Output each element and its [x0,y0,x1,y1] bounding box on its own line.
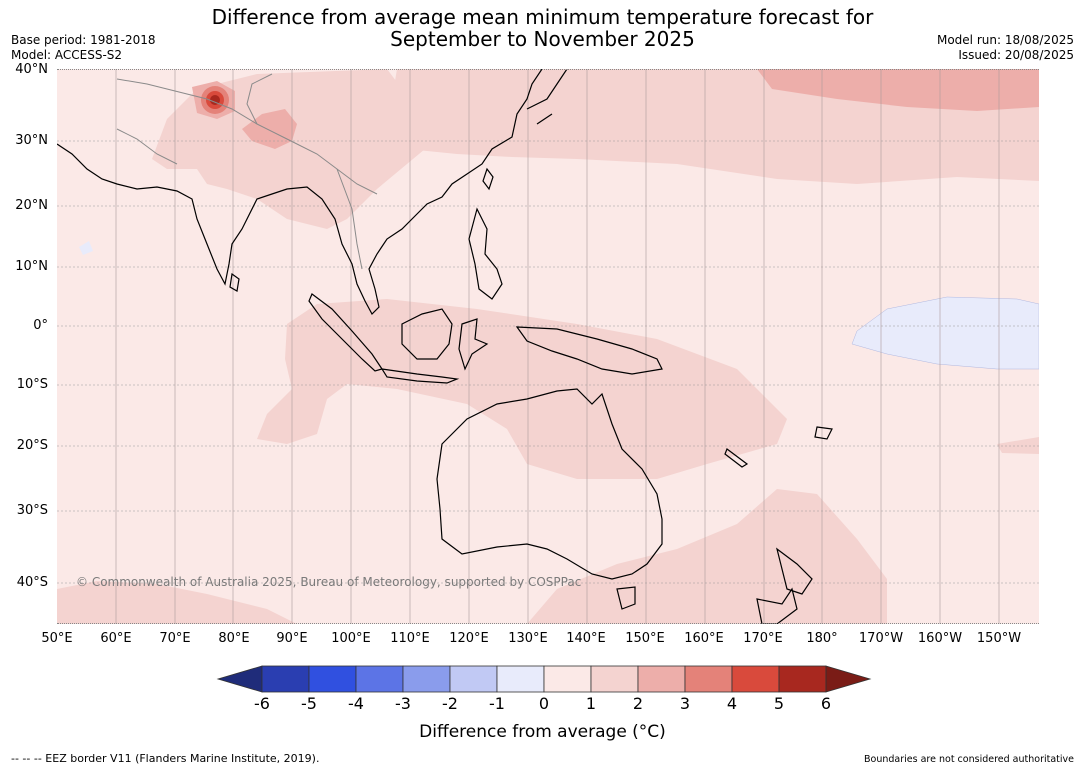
boundaries-disclaimer: Boundaries are not considered authoritat… [864,754,1074,765]
colorbar-cell [449,665,498,693]
lon-label: 70°E [159,631,191,646]
colorbar-cell [402,665,451,693]
colorbar-tick-label: 4 [726,694,738,713]
coast-java [380,368,460,384]
coast-new-zealand [756,547,813,624]
coast-sri-lanka [229,272,240,292]
lon-label: 170°E [743,631,783,646]
lat-label: 20°S [16,438,48,453]
lon-label: 90°E [276,631,308,646]
colorbar-tick-label: -5 [301,694,317,713]
lon-label: 120°E [449,631,489,646]
base-period-text: Base period: 1981-2018 [11,33,156,47]
model-text: Model: ACCESS-S2 [11,48,123,62]
colorbar-cell [261,665,310,693]
anomaly-zone-himalaya [242,109,297,149]
lat-label: 10°N [15,259,48,274]
lon-label: 150°E [625,631,665,646]
coastlines [57,69,833,624]
colorbar-tick-label: 3 [679,694,691,713]
lon-label: 110°E [390,631,430,646]
colorbar-tick-label: 5 [773,694,785,713]
colorbar-cell [590,665,639,693]
anomaly-zone-maritime [257,299,787,479]
lon-label: 140°E [566,631,606,646]
longitude-gridlines [115,69,1000,624]
lon-label: 180° [806,631,838,646]
colorbar-tick-label: -6 [254,694,270,713]
lat-label: 20°N [15,198,48,213]
colorbar-extend-high [825,665,872,693]
copyright-credit: © Commonwealth of Australia 2025, Bureau… [76,575,582,589]
anomaly-zone-north-pacific-warm [757,69,1039,111]
coast-sumatra [308,293,383,372]
colorbar-cell [731,665,780,693]
coast-new-guinea [515,326,663,375]
issued-text: Issued: 20/08/2025 [958,48,1074,62]
coast-australia [436,388,663,580]
colorbar-tick-label: -1 [489,694,505,713]
lat-label: 40°S [16,575,48,590]
coast-new-caledonia [724,448,749,468]
lon-label: 60°E [100,631,132,646]
coast-arabia-asia [57,69,543,315]
lon-label: 50°E [41,631,73,646]
colorbar-extend-low [216,665,263,693]
colorbar-tick-label: -4 [348,694,364,713]
colorbar-tick-label: -2 [442,694,458,713]
colorbar-cell [684,665,733,693]
colorbar-cell [543,665,592,693]
map-title-line2: September to November 2025 [390,27,695,51]
lon-label: 160°W [917,631,963,646]
coast-tasmania [616,586,636,610]
colorbar-cell [778,665,827,693]
anomaly-zone-south-indian [57,581,297,624]
meta-right: Model run: 18/08/2025 Issued: 20/08/2025 [937,33,1074,63]
lat-label: 10°S [16,377,48,392]
meta-left: Base period: 1981-2018 Model: ACCESS-S2 [11,33,156,63]
coast-taiwan [482,167,494,191]
colorbar-cell [637,665,686,693]
colorbar-cell [308,665,357,693]
coast-sulawesi [458,318,489,371]
lon-label: 150°W [976,631,1022,646]
colorbar-tick-label: 0 [538,694,550,713]
eez-border-note: -- -- -- EEZ border V11 (Flanders Marine… [11,752,320,765]
colorbar-tick-label: 1 [585,694,597,713]
coast-borneo [401,308,453,360]
lon-label: 100°E [331,631,371,646]
coast-fiji [814,426,833,440]
lon-label: 170°W [858,631,904,646]
coast-japan [526,69,568,125]
country-borders [116,73,378,270]
anomaly-zone-se-pacific [997,437,1039,454]
anomaly-map [57,69,1039,624]
anomaly-zone-cool-pacific [851,296,1039,370]
colorbar-tick-label: -3 [395,694,411,713]
anomaly-zone-cool-india [79,241,93,255]
coast-philippines [468,207,503,300]
anomaly-hotspot-core [210,95,220,105]
lat-label: 0° [33,318,48,333]
colorbar-label: Difference from average (°C) [419,722,666,742]
map-title-line1: Difference from average mean minimum tem… [211,5,874,29]
anomaly-zone-sw-pacific [527,489,887,624]
colorbar-cell [496,665,545,693]
map-panel [57,69,1039,624]
colorbar-tick-label: 2 [632,694,644,713]
lon-label: 130°E [508,631,548,646]
colorbar-cell [355,665,404,693]
lat-label: 30°N [15,133,48,148]
lon-label: 80°E [218,631,250,646]
lat-label: 30°S [16,503,48,518]
lon-label: 160°E [684,631,724,646]
model-run-text: Model run: 18/08/2025 [936,33,1074,47]
lat-label: 40°N [15,62,48,77]
colorbar-tick-label: 6 [820,694,832,713]
